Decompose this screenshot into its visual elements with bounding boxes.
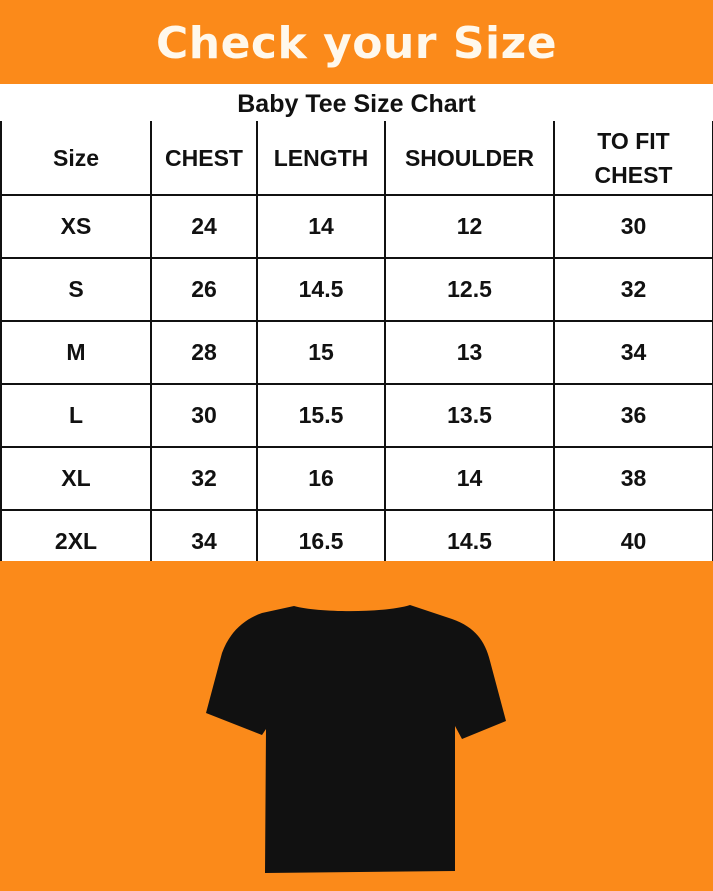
table-cell: 12.5 bbox=[384, 257, 555, 322]
table-header-row: Size CHEST LENGTH SHOULDER TO FIT CHEST bbox=[0, 121, 713, 196]
table-row: S 26 14.5 12.5 32 bbox=[0, 257, 713, 322]
table-cell: S bbox=[0, 257, 152, 322]
column-header: CHEST bbox=[150, 121, 258, 196]
table-cell: 40 bbox=[553, 509, 713, 561]
table-cell: 30 bbox=[553, 194, 713, 259]
size-table: Size CHEST LENGTH SHOULDER TO FIT CHEST … bbox=[0, 121, 713, 561]
table-row: L 30 15.5 13.5 36 bbox=[0, 383, 713, 448]
table-cell: 30 bbox=[150, 383, 258, 448]
table-cell: 2XL bbox=[0, 509, 152, 561]
banner-title: Check your Size bbox=[155, 18, 558, 69]
table-cell: 28 bbox=[150, 320, 258, 385]
column-header: LENGTH bbox=[256, 121, 386, 196]
table-cell: 34 bbox=[150, 509, 258, 561]
column-header: Size bbox=[0, 121, 152, 196]
table-cell: 14.5 bbox=[384, 509, 555, 561]
table-cell: 26 bbox=[150, 257, 258, 322]
garment-panel bbox=[0, 561, 713, 891]
table-cell: 13 bbox=[384, 320, 555, 385]
table-cell: 24 bbox=[150, 194, 258, 259]
table-row: M 28 15 13 34 bbox=[0, 320, 713, 385]
table-cell: 15.5 bbox=[256, 383, 386, 448]
chart-title: Baby Tee Size Chart bbox=[237, 90, 476, 118]
table-cell: 36 bbox=[553, 383, 713, 448]
table-cell: 15 bbox=[256, 320, 386, 385]
table-cell: 14.5 bbox=[256, 257, 386, 322]
table-row: 2XL 34 16.5 14.5 40 bbox=[0, 509, 713, 561]
table-cell: XL bbox=[0, 446, 152, 511]
table-cell: 38 bbox=[553, 446, 713, 511]
table-cell: 13.5 bbox=[384, 383, 555, 448]
table-row: XS 24 14 12 30 bbox=[0, 194, 713, 259]
table-cell: 32 bbox=[150, 446, 258, 511]
header-banner: Check your Size bbox=[0, 0, 713, 84]
black-baby-tee-icon bbox=[206, 605, 506, 873]
table-cell: 14 bbox=[256, 194, 386, 259]
table-cell: 16 bbox=[256, 446, 386, 511]
table-row: XL 32 16 14 38 bbox=[0, 446, 713, 511]
table-cell: 14 bbox=[384, 446, 555, 511]
table-cell: 32 bbox=[553, 257, 713, 322]
table-cell: 12 bbox=[384, 194, 555, 259]
table-cell: 34 bbox=[553, 320, 713, 385]
table-cell: XS bbox=[0, 194, 152, 259]
column-header: TO FIT CHEST bbox=[553, 121, 713, 196]
column-header: SHOULDER bbox=[384, 121, 555, 196]
table-cell: 16.5 bbox=[256, 509, 386, 561]
table-cell: L bbox=[0, 383, 152, 448]
size-table-wrapper: Size CHEST LENGTH SHOULDER TO FIT CHEST … bbox=[0, 121, 713, 561]
table-cell: M bbox=[0, 320, 152, 385]
